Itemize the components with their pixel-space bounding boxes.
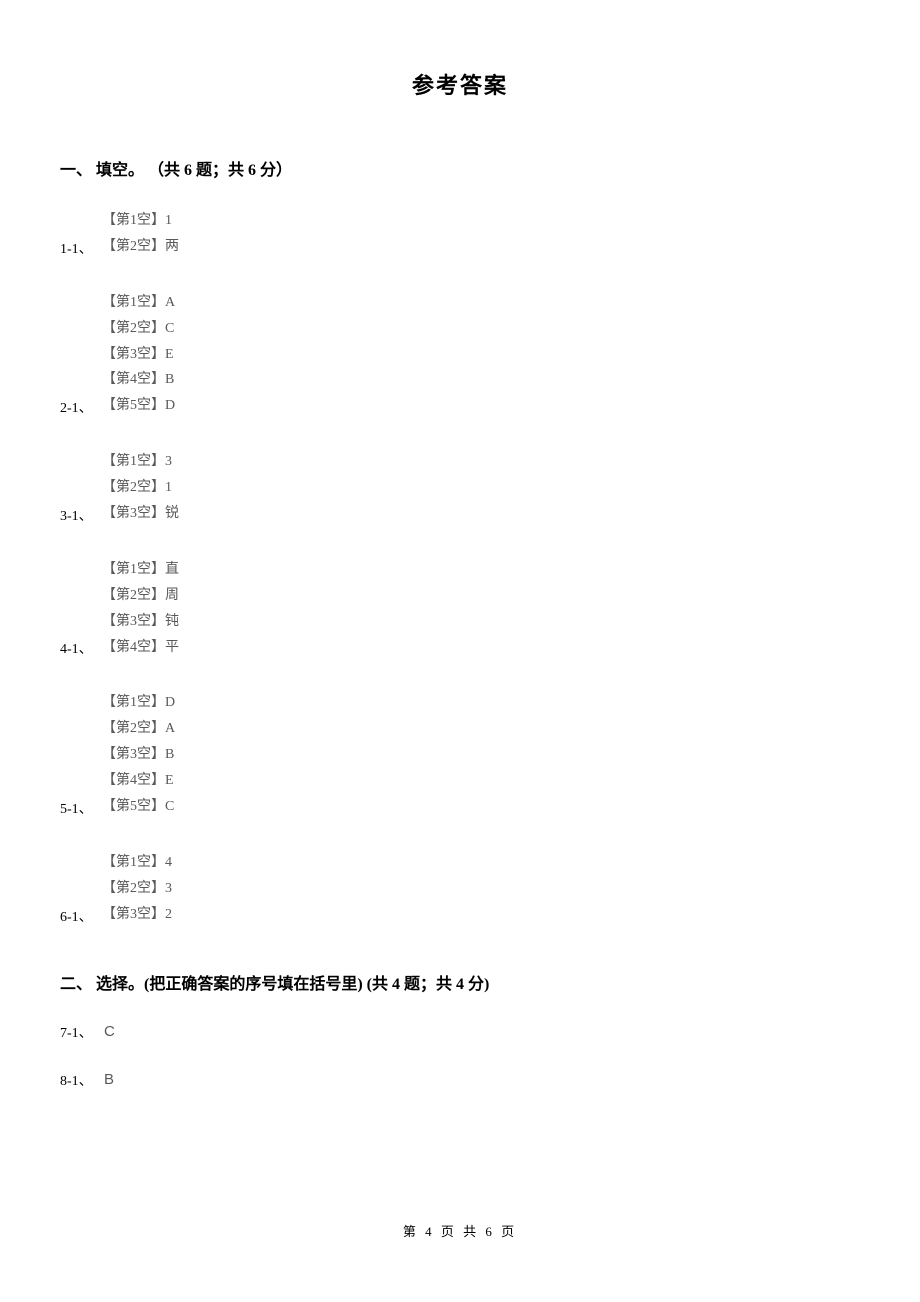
answer-line: 【第2空】1 xyxy=(102,475,860,501)
answer-line: 【第1空】直 xyxy=(102,557,860,583)
question-number: 2-1、 xyxy=(60,397,93,417)
answer-line: 【第2空】A xyxy=(102,716,860,742)
answer-line: 【第3空】E xyxy=(102,342,860,368)
answer-line: 【第1空】A xyxy=(102,290,860,316)
section-1-header: 一、 填空。 （共 6 题；共 6 分） xyxy=(60,156,860,180)
answer-letter: C xyxy=(104,1023,115,1040)
answer-group-4: 【第1空】直 【第2空】周 【第3空】钝 【第4空】平 4-1、 xyxy=(60,557,860,661)
question-number: 8-1、 xyxy=(60,1070,93,1090)
answer-7: 7-1、 C xyxy=(60,1022,860,1042)
question-number: 5-1、 xyxy=(60,798,93,818)
answer-group-3: 【第1空】3 【第2空】1 【第3空】锐 3-1、 xyxy=(60,449,860,527)
answer-line: 【第1空】D xyxy=(102,690,860,716)
answer-group-6: 【第1空】4 【第2空】3 【第3空】2 6-1、 xyxy=(60,850,860,928)
answer-line: 【第3空】2 xyxy=(102,902,860,928)
section-2-header: 二、 选择。(把正确答案的序号填在括号里) (共 4 题；共 4 分) xyxy=(60,970,860,994)
question-number: 6-1、 xyxy=(60,906,93,926)
answer-letter: B xyxy=(104,1071,114,1088)
answer-line: 【第4空】平 xyxy=(102,635,860,661)
page-footer: 第 4 页 共 6 页 xyxy=(0,1221,920,1240)
question-number: 1-1、 xyxy=(60,238,93,258)
answer-8: 8-1、 B xyxy=(60,1070,860,1090)
answer-line: 【第3空】锐 xyxy=(102,501,860,527)
answer-line: 【第2空】周 xyxy=(102,583,860,609)
answer-line: 【第4空】E xyxy=(102,768,860,794)
content-area: 一、 填空。 （共 6 题；共 6 分） 【第1空】1 【第2空】两 1-1、 … xyxy=(0,156,920,1090)
answer-line: 【第1空】4 xyxy=(102,850,860,876)
page-title: 参考答案 xyxy=(0,0,920,100)
answer-line: 【第3空】B xyxy=(102,742,860,768)
answer-group-5: 【第1空】D 【第2空】A 【第3空】B 【第4空】E 【第5空】C 5-1、 xyxy=(60,690,860,819)
answer-line: 【第1空】3 xyxy=(102,449,860,475)
answer-group-1: 【第1空】1 【第2空】两 1-1、 xyxy=(60,208,860,260)
answer-line: 【第5空】C xyxy=(102,794,860,820)
answer-line: 【第5空】D xyxy=(102,393,860,419)
answer-group-2: 【第1空】A 【第2空】C 【第3空】E 【第4空】B 【第5空】D 2-1、 xyxy=(60,290,860,419)
answer-line: 【第2空】两 xyxy=(102,234,860,260)
answer-line: 【第3空】钝 xyxy=(102,609,860,635)
answer-line: 【第1空】1 xyxy=(102,208,860,234)
question-number: 4-1、 xyxy=(60,638,93,658)
question-number: 7-1、 xyxy=(60,1022,93,1042)
question-number: 3-1、 xyxy=(60,505,93,525)
answer-line: 【第2空】C xyxy=(102,316,860,342)
answer-line: 【第2空】3 xyxy=(102,876,860,902)
answer-line: 【第4空】B xyxy=(102,367,860,393)
